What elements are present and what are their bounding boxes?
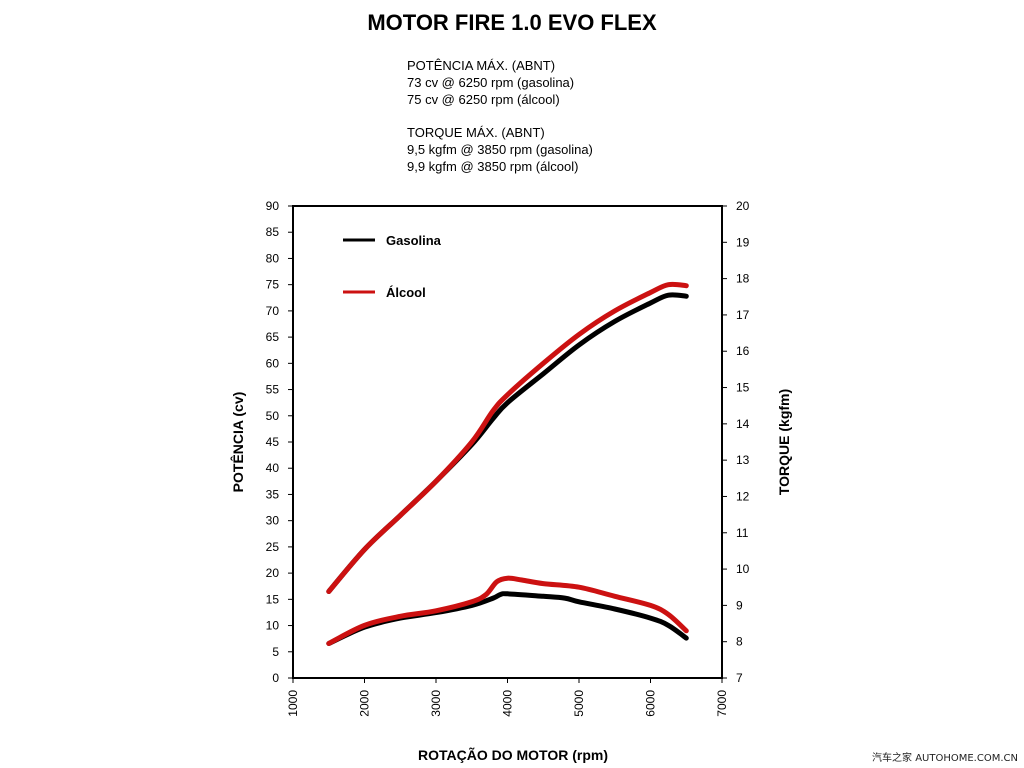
y-right-tick-label: 13 (736, 453, 750, 467)
y-left-tick-label: 30 (266, 514, 280, 528)
series-power-gasolina-line (326, 292, 689, 594)
y-right-tick-label: 20 (736, 199, 750, 213)
power-alcool: 75 cv @ 6250 rpm (álcool) (407, 92, 560, 107)
y-right-tick-label: 16 (736, 344, 750, 358)
y-right-tick-label: 10 (736, 562, 750, 576)
y-left-tick-label: 35 (266, 487, 280, 501)
chart-title: MOTOR FIRE 1.0 EVO FLEX (367, 10, 657, 35)
spec-block: POTÊNCIA MÁX. (ABNT) 73 cv @ 6250 rpm (g… (407, 57, 593, 175)
x-tick-label: 7000 (715, 690, 729, 717)
watermark: 汽车之家 AUTOHOME.COM.CN (872, 753, 1018, 764)
y-right-tick-label: 19 (736, 235, 750, 249)
torque-heading: TORQUE MÁX. (ABNT) (407, 125, 545, 140)
y-right-tick-label: 7 (736, 671, 743, 685)
y-left-axis-label: POTÊNCIA (cv) (229, 392, 246, 493)
y-left-tick-label: 10 (266, 619, 280, 633)
y-left-tick-label: 85 (266, 225, 280, 239)
series-torque-alcool-line (326, 575, 689, 646)
y-right-tick-label: 12 (736, 489, 750, 503)
legend-label-alcool: Álcool (386, 285, 426, 300)
y-left-tick-label: 55 (266, 383, 280, 397)
legend-label-gasolina: Gasolina (386, 233, 442, 248)
x-tick-label: 4000 (501, 690, 515, 717)
x-tick-label: 2000 (358, 690, 372, 717)
y-left-tick-label: 65 (266, 330, 280, 344)
torque-alcool: 9,9 kgfm @ 3850 rpm (álcool) (407, 159, 579, 174)
y-right-tick-label: 9 (736, 598, 743, 612)
y-left-tick-label: 45 (266, 435, 280, 449)
y-left-tick-label: 20 (266, 566, 280, 580)
x-tick-label: 3000 (429, 690, 443, 717)
y-left-tick-label: 15 (266, 592, 280, 606)
y-right-tick-label: 15 (736, 381, 750, 395)
power-gasolina: 73 cv @ 6250 rpm (gasolina) (407, 75, 575, 90)
y-left-tick-label: 5 (272, 645, 279, 659)
x-tick-label: 1000 (286, 690, 300, 717)
power-heading: POTÊNCIA MÁX. (ABNT) (407, 58, 556, 73)
y-left-tick-label: 0 (272, 671, 279, 685)
y-right-tick-label: 14 (736, 417, 750, 431)
series-power-alcool-line (326, 281, 689, 594)
y-left-tick-label: 25 (266, 540, 280, 554)
y-left-tick-label: 80 (266, 251, 280, 265)
y-left-tick-label: 40 (266, 461, 280, 475)
y-right-tick-label: 18 (736, 272, 750, 286)
y-left-tick-label: 75 (266, 278, 280, 292)
y-left-tick-label: 70 (266, 304, 280, 318)
x-axis-label: ROTAÇÃO DO MOTOR (rpm) (418, 746, 608, 763)
x-tick-label: 6000 (644, 690, 658, 717)
y-left-tick-label: 60 (266, 356, 280, 370)
y-left-tick-label: 50 (266, 409, 280, 423)
y-right-tick-label: 11 (736, 526, 749, 540)
y-right-axis-label: TORQUE (kgfm) (776, 389, 792, 495)
x-tick-label: 5000 (572, 690, 586, 717)
y-right-tick-label: 17 (736, 308, 750, 322)
y-right-tick-label: 8 (736, 635, 743, 649)
torque-gasolina: 9,5 kgfm @ 3850 rpm (gasolina) (407, 142, 593, 157)
y-left-tick-label: 90 (266, 199, 280, 213)
